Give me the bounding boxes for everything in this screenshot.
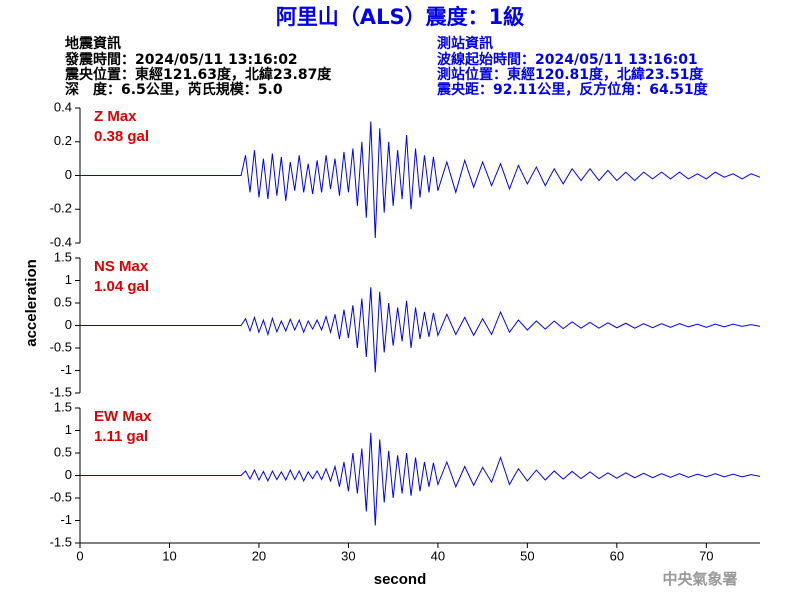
- x-tick-label: 10: [162, 548, 176, 563]
- x-tick-label: 0: [76, 548, 83, 563]
- y-tick-label: -0.4: [50, 234, 72, 249]
- waveform: [80, 432, 761, 526]
- info-right: 測站位置：東經120.81度，北緯23.51度: [437, 66, 704, 83]
- info-left: 震央位置：東經121.63度，北緯23.87度: [64, 66, 332, 83]
- max-annotation: 1.11 gal: [94, 428, 148, 445]
- y-tick-label: 0.5: [54, 444, 72, 459]
- y-tick-label: 0.2: [54, 133, 72, 148]
- max-annotation: EW Max: [94, 408, 152, 425]
- info-left: 深 度：6.5公里，芮氏規模：5.0: [65, 81, 283, 98]
- footer: 中央氣象署: [662, 570, 737, 588]
- y-tick-label: 1.5: [54, 399, 72, 414]
- y-tick-label: -1.5: [50, 534, 72, 549]
- y-tick-label: 0: [65, 167, 72, 182]
- y-tick-label: 0.5: [54, 294, 72, 309]
- info-left: 發震時間：2024/05/11 13:16:02: [64, 51, 298, 68]
- y-tick-label: 1.5: [54, 249, 72, 264]
- y-tick-label: -1.5: [50, 384, 72, 399]
- max-annotation: NS Max: [94, 258, 149, 275]
- info-right: 震央距：92.11公里，反方位角：64.51度: [436, 81, 709, 98]
- y-tick-label: 0: [65, 467, 72, 482]
- y-tick-label: -0.5: [50, 339, 72, 354]
- x-tick-label: 60: [610, 548, 624, 563]
- info-right: 波線起始時間：2024/05/11 13:16:01: [437, 51, 698, 68]
- x-tick-label: 30: [341, 548, 355, 563]
- max-annotation: 0.38 gal: [94, 128, 149, 145]
- x-tick-label: 40: [431, 548, 445, 563]
- info-right: 測站資訊: [437, 35, 493, 52]
- y-tick-label: -1: [60, 512, 72, 527]
- y-tick-label: -1: [60, 362, 72, 377]
- x-tick-label: 70: [699, 548, 713, 563]
- y-tick-label: 0.4: [54, 99, 72, 114]
- x-tick-label: 50: [520, 548, 534, 563]
- y-axis-label: acceleration: [23, 259, 40, 347]
- x-axis-label: second: [374, 571, 427, 588]
- waveform: [80, 121, 761, 238]
- page-title: 阿里山（ALS）震度：1級: [276, 5, 524, 29]
- waveform: [80, 287, 761, 373]
- y-tick-label: -0.5: [50, 489, 72, 504]
- y-tick-label: 1: [65, 422, 72, 437]
- max-annotation: 1.04 gal: [94, 278, 149, 295]
- x-tick-label: 20: [252, 548, 266, 563]
- max-annotation: Z Max: [94, 108, 137, 125]
- info-left: 地震資訊: [65, 35, 121, 52]
- y-tick-label: -0.2: [50, 201, 72, 216]
- y-tick-label: 0: [65, 317, 72, 332]
- y-tick-label: 1: [65, 272, 72, 287]
